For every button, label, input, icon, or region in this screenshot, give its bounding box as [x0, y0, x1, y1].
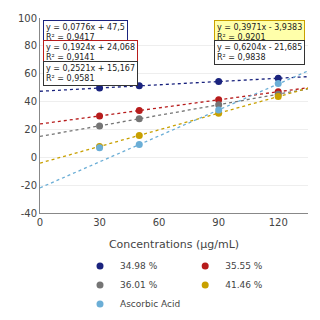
svg-text:-40: -40 [21, 208, 37, 219]
svg-text:120: 120 [269, 217, 288, 228]
svg-text:Concentrations (μg/mL): Concentrations (μg/mL) [109, 238, 239, 251]
svg-text:40: 40 [24, 96, 37, 107]
svg-text:y = 0,6204x - 21,685R² = 0,983: y = 0,6204x - 21,685R² = 0,9838 [217, 43, 302, 62]
svg-text:30: 30 [93, 217, 106, 228]
svg-text:y = 0,1924x + 24,068R² = 0,914: y = 0,1924x + 24,068R² = 0,9141 [46, 43, 135, 62]
svg-text:y = 0,2521x + 15,167R² = 0,958: y = 0,2521x + 15,167R² = 0,9581 [46, 64, 135, 83]
svg-text:y = 0,3971x - 3,9383R² = 0,920: y = 0,3971x - 3,9383R² = 0,9201 [217, 23, 302, 42]
svg-text:36.01 %: 36.01 % [120, 280, 158, 290]
svg-text:35.55 %: 35.55 % [225, 261, 263, 271]
svg-text:90: 90 [212, 217, 225, 228]
svg-text:0: 0 [31, 152, 37, 163]
svg-text:0: 0 [37, 217, 43, 228]
svg-text:y = 0,0776x + 47,5R² = 0,9417: y = 0,0776x + 47,5R² = 0,9417 [46, 23, 125, 42]
svg-text:34.98 %: 34.98 % [120, 261, 158, 271]
svg-text:-20: -20 [21, 180, 37, 191]
svg-text:80: 80 [24, 40, 37, 51]
svg-text:41.46 %: 41.46 % [225, 280, 263, 290]
svg-text:Ascorbic Acid: Ascorbic Acid [120, 299, 180, 309]
svg-text:60: 60 [153, 217, 166, 228]
svg-text:60: 60 [24, 68, 37, 79]
svg-text:20: 20 [24, 124, 37, 135]
svg-text:100: 100 [18, 13, 37, 24]
